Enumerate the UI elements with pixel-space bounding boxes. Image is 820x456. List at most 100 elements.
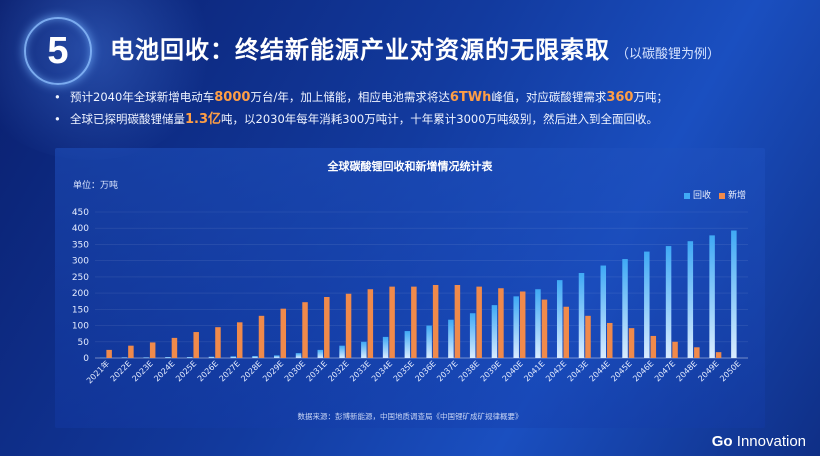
bar-recycle bbox=[687, 241, 694, 358]
y-tick-label: 100 bbox=[72, 322, 89, 332]
bar-recycle bbox=[165, 357, 171, 358]
chart-unit-label: 单位：万吨 bbox=[73, 181, 119, 191]
bar-recycle bbox=[448, 319, 454, 358]
bar-new bbox=[367, 289, 374, 358]
highlight-value: 6TWh bbox=[449, 90, 492, 105]
bar-new bbox=[541, 299, 548, 358]
x-tick-label: 2037E bbox=[435, 359, 459, 383]
bar-recycle bbox=[513, 296, 519, 358]
legend-swatch bbox=[684, 192, 690, 199]
brand-bold: Go bbox=[711, 433, 733, 450]
bar-recycle bbox=[186, 357, 193, 358]
bar-recycle bbox=[121, 357, 128, 358]
x-tick-label: 2032E bbox=[326, 359, 350, 383]
bar-recycle bbox=[404, 331, 411, 358]
bar-recycle bbox=[382, 336, 389, 358]
bar-recycle bbox=[230, 356, 236, 358]
bullet-list: • 预计2040年全球新增电动车8000万台/年，加上储能，相应电池需求将达6T… bbox=[54, 86, 668, 130]
bar-recycle bbox=[535, 289, 541, 358]
page-title: 电池回收：终结新能源产业对资源的无限索取 （以碳酸锂为例） bbox=[110, 30, 720, 65]
x-tick-label: 2039E bbox=[479, 359, 503, 383]
bar-new bbox=[258, 315, 265, 358]
bar-recycle bbox=[295, 353, 302, 358]
x-tick-label: 2042E bbox=[544, 359, 568, 383]
bullet-text: 预计2040年全球新增电动车 bbox=[70, 90, 215, 104]
x-tick-label: 2035E bbox=[392, 359, 416, 383]
y-tick-label: 150 bbox=[72, 305, 89, 315]
bar-recycle bbox=[426, 325, 432, 358]
bullet-text: 全球已探明碳酸锂储量 bbox=[70, 112, 185, 126]
highlight-value: 1.3亿 bbox=[185, 112, 222, 127]
legend-swatch bbox=[719, 192, 726, 199]
x-tick-label: 2036E bbox=[413, 359, 437, 383]
bar-recycle bbox=[600, 265, 607, 358]
brand-logo: Go Innovation bbox=[712, 433, 806, 450]
chart-legend: 回收 新增 bbox=[684, 188, 746, 201]
highlight-value: 8000 bbox=[214, 90, 251, 105]
bar-new bbox=[193, 332, 199, 358]
bar-new bbox=[106, 349, 112, 358]
y-tick-label: 400 bbox=[72, 224, 89, 234]
bar-recycle bbox=[491, 305, 498, 358]
x-tick-label: 2031E bbox=[305, 359, 329, 383]
x-tick-label: 2043E bbox=[566, 359, 590, 383]
bar-recycle bbox=[252, 356, 258, 358]
brand-rest: Innovation bbox=[732, 433, 806, 450]
x-tick-label: 2050E bbox=[718, 359, 742, 383]
section-number-badge: 5 bbox=[24, 17, 92, 85]
bar-new bbox=[454, 285, 461, 358]
legend-label: 回收 bbox=[693, 191, 712, 201]
x-tick-label: 2040E bbox=[501, 359, 525, 383]
bar-new bbox=[715, 352, 722, 358]
y-tick-label: 300 bbox=[72, 257, 89, 267]
bullet-text: 万台/年，加上储能，相应电池需求将达 bbox=[250, 90, 450, 104]
x-tick-label: 2026E bbox=[196, 359, 220, 383]
data-source-note: 数据来源：彭博新能源，中国地质调查局《中国锂矿成矿规律概要》 bbox=[297, 412, 523, 421]
bar-new bbox=[128, 345, 134, 358]
x-tick-label: 2048E bbox=[675, 359, 699, 383]
y-tick-label: 450 bbox=[72, 208, 89, 218]
x-tick-label: 2038E bbox=[457, 359, 481, 383]
bar-new bbox=[389, 286, 395, 358]
y-tick-label: 0 bbox=[83, 354, 89, 364]
bar-recycle bbox=[665, 246, 672, 358]
bullet-text: 峰值，对应碳酸锂需求 bbox=[491, 90, 607, 104]
bar-new bbox=[215, 327, 221, 358]
bullet-text: 万吨； bbox=[633, 90, 668, 104]
bar-recycle bbox=[644, 251, 650, 358]
y-tick-label: 200 bbox=[72, 289, 89, 299]
x-tick-label: 2033E bbox=[348, 359, 372, 383]
x-tick-label: 2023E bbox=[130, 359, 154, 383]
bar-recycle bbox=[731, 230, 737, 358]
bar-new bbox=[432, 285, 439, 358]
bar-new bbox=[324, 297, 330, 358]
bullet-item: • 预计2040年全球新增电动车8000万台/年，加上储能，相应电池需求将达6T… bbox=[54, 86, 668, 108]
bar-recycle bbox=[622, 259, 628, 358]
legend-item-new: 新增 bbox=[719, 188, 746, 201]
x-tick-label: 2025E bbox=[174, 359, 198, 383]
bar-new bbox=[411, 286, 417, 358]
bar-new bbox=[280, 308, 287, 358]
section-number: 5 bbox=[47, 29, 69, 72]
x-tick-label: 2041E bbox=[522, 359, 546, 383]
bar-recycle bbox=[317, 349, 324, 358]
x-tick-label: 2034E bbox=[370, 359, 394, 383]
bar-new bbox=[149, 342, 156, 358]
bar-recycle bbox=[361, 341, 367, 358]
bar-recycle bbox=[208, 356, 215, 358]
bar-new bbox=[607, 322, 613, 358]
bar-new bbox=[236, 322, 243, 358]
bullet-dot: • bbox=[54, 90, 61, 104]
x-tick-label: 2028E bbox=[239, 359, 263, 383]
bar-new bbox=[171, 337, 178, 358]
bar-recycle bbox=[556, 280, 563, 358]
y-tick-label: 50 bbox=[78, 338, 90, 348]
x-tick-label: 2027E bbox=[218, 359, 242, 383]
bar-new bbox=[650, 335, 657, 358]
bar-new bbox=[476, 286, 482, 358]
bar-new bbox=[563, 306, 569, 358]
x-tick-label: 2049E bbox=[696, 359, 720, 383]
x-tick-label: 2030E bbox=[283, 359, 307, 383]
bar-new bbox=[628, 328, 635, 358]
